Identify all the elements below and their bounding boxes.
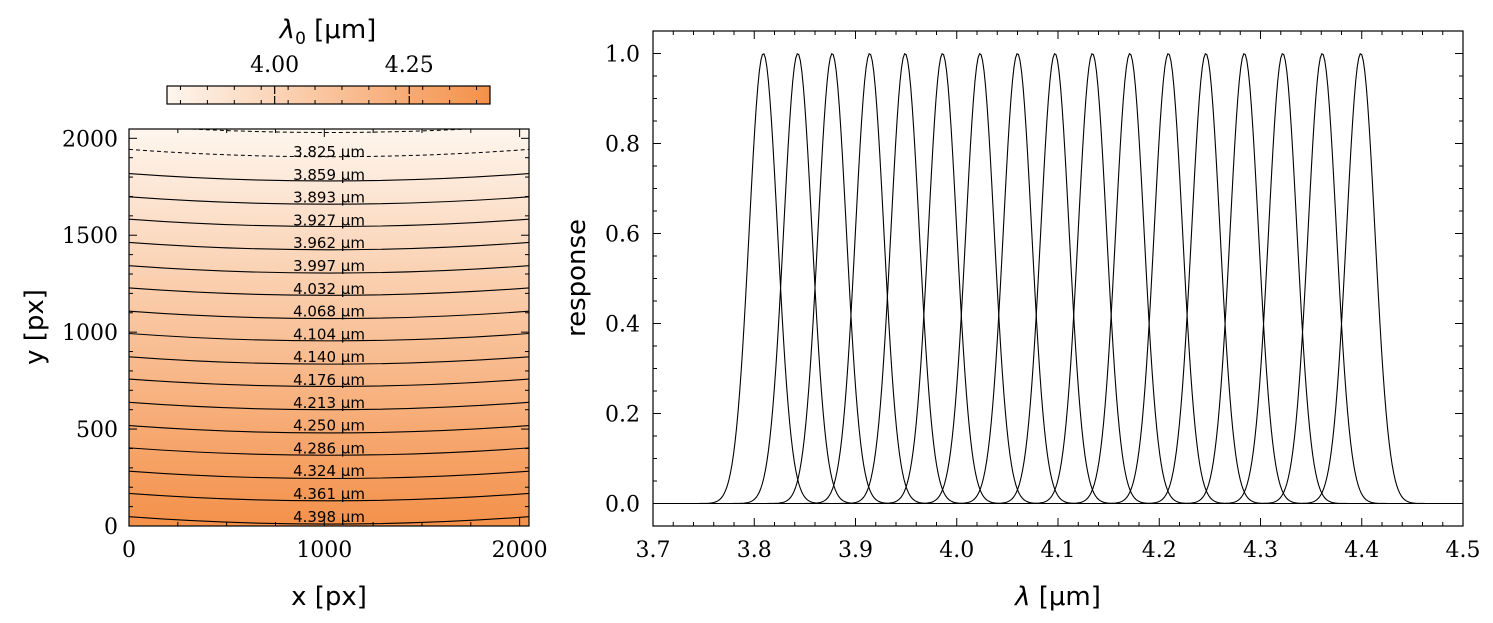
map-x-tick-label: 1000 [296, 538, 352, 563]
contour-line [129, 470, 529, 480]
map-x-tick-label: 2000 [492, 538, 548, 563]
contour-label: 3.997 μm [293, 257, 365, 275]
contour-line [129, 287, 529, 296]
contour-line [129, 378, 529, 387]
response-x-tick-label: 4.4 [1344, 538, 1379, 563]
contour-label: 3.893 μm [293, 189, 365, 207]
response-x-tick-label: 3.9 [838, 538, 873, 563]
colorbar-gradient [166, 85, 491, 105]
contour-label: 3.962 μm [293, 234, 365, 252]
colorbar-label: λ0 [μm] [278, 15, 377, 49]
response-curve [1171, 52, 1394, 505]
response-y-tick-label: 0.8 [605, 133, 640, 158]
contour-line [129, 447, 529, 456]
contour-line [129, 173, 529, 182]
contour-label: 3.859 μm [293, 166, 365, 184]
contour-label: 4.140 μm [293, 348, 365, 366]
response-frame [652, 30, 1464, 527]
colorbar-tick-label: 4.25 [385, 53, 434, 78]
colorbar-ticks: 4.00 4.25 [179, 53, 478, 104]
response-curve [686, 52, 909, 505]
contour-line [129, 492, 529, 502]
map-x-axis-label: x [px] [291, 582, 367, 612]
response-curve [793, 52, 1016, 505]
response-curve [1132, 52, 1355, 505]
map-y-tick-label: 500 [76, 418, 118, 443]
response-x-tick-label: 4.5 [1446, 538, 1481, 563]
response-curve [720, 52, 943, 505]
map-frame [128, 128, 530, 527]
contour-label: 4.324 μm [293, 462, 365, 480]
response-curve [1210, 52, 1433, 505]
map-y-axis-label: y [px] [20, 289, 50, 365]
contour-label: 3.927 μm [293, 211, 365, 229]
contour-line [129, 401, 529, 411]
contour-label: 3.825 μm [293, 143, 365, 161]
map-y-tick-label: 0 [104, 515, 118, 540]
wavelength-map-panel: 3.825 μm 3.859 μm 3.893 μm 3.927 μm 3.962 μm… [20, 127, 548, 612]
contour-line [129, 265, 529, 274]
map-y-tick-label: 1500 [62, 224, 118, 249]
response-curve [1249, 52, 1462, 505]
contour-label: 4.361 μm [293, 485, 365, 503]
response-curve [1056, 52, 1279, 505]
contour-label: 4.032 μm [293, 280, 365, 298]
response-y-tick-label: 0.6 [605, 223, 640, 248]
contour-lines [129, 129, 529, 525]
contour-label: 4.068 μm [293, 303, 365, 321]
response-curve [831, 52, 1053, 505]
contour-line [129, 356, 529, 365]
contour-line [129, 218, 529, 228]
response-x-tick-label: 3.8 [737, 538, 772, 563]
wavelength-map-image [129, 129, 529, 526]
response-x-tick-label: 3.7 [636, 538, 671, 563]
colorbar: λ0 [μm] 4.00 4.25 [166, 15, 491, 105]
response-curve [1094, 52, 1317, 505]
response-panel: 3.7 3.8 3.9 4.0 4.1 4.2 4.3 4.4 4.5 0.0 0.2 0.4 0.6 0… [562, 30, 1481, 612]
dashed-contour [129, 148, 529, 158]
contour-line [129, 425, 529, 434]
contour-line [129, 332, 529, 342]
contour-labels: 3.825 μm 3.859 μm 3.893 μm 3.927 μm 3.962 μm… [293, 143, 365, 526]
contour-label: 4.398 μm [293, 508, 365, 526]
contour-label: 4.104 μm [293, 325, 365, 343]
response-x-tick-label: 4.0 [939, 538, 974, 563]
contour-line [129, 310, 529, 320]
map-ticks: 0 1000 2000 0 500 1000 1500 2000 [62, 127, 548, 563]
response-curve [906, 52, 1128, 505]
response-ticks: 3.7 3.8 3.9 4.0 4.1 4.2 4.3 4.4 4.5 0.0 0.2 0.4 0.6 0… [605, 30, 1481, 563]
contour-label: 4.213 μm [293, 394, 365, 412]
response-y-tick-label: 0.4 [605, 313, 640, 338]
response-curve [981, 52, 1203, 505]
response-x-tick-label: 4.3 [1243, 538, 1278, 563]
contour-label: 4.250 μm [293, 417, 365, 435]
response-y-tick-label: 0.0 [605, 493, 640, 518]
response-curve [943, 52, 1166, 505]
response-y-tick-label: 1.0 [605, 43, 640, 68]
contour-line [129, 196, 529, 205]
contour-line [129, 516, 529, 525]
map-x-tick-label: 0 [122, 538, 136, 563]
map-y-tick-label: 1000 [62, 321, 118, 346]
response-curve [868, 52, 1091, 505]
response-x-axis-label: λ [μm] [1013, 582, 1101, 612]
contour-label: 4.176 μm [293, 371, 365, 389]
response-series [653, 52, 1463, 505]
contour-line [129, 241, 529, 251]
response-x-tick-label: 4.1 [1041, 538, 1076, 563]
map-y-tick-label: 2000 [62, 127, 118, 152]
response-y-tick-label: 0.2 [605, 403, 640, 428]
response-curve [1018, 52, 1241, 505]
colorbar-tick-label: 4.00 [250, 53, 299, 78]
response-y-axis-label: response [562, 219, 592, 337]
contour-label: 4.286 μm [293, 439, 365, 457]
response-x-tick-label: 4.2 [1142, 538, 1177, 563]
